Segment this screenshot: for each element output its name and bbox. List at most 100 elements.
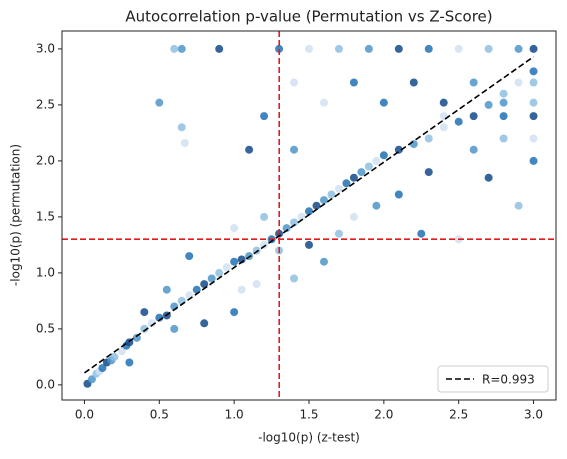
data-point (484, 173, 493, 182)
data-point (529, 156, 538, 165)
data-point (454, 117, 463, 126)
data-point (87, 375, 96, 384)
fit-line (83, 56, 535, 374)
data-point (394, 145, 403, 154)
data-point (98, 364, 107, 373)
data-point (499, 112, 508, 121)
data-point (230, 224, 239, 233)
data-point (469, 112, 478, 121)
data-point (529, 98, 538, 107)
plot-frame (61, 30, 557, 401)
data-point (319, 196, 328, 205)
data-point (305, 207, 313, 216)
data-point (290, 78, 299, 87)
chart-title: Autocorrelation p-value (Permutation vs … (125, 8, 492, 26)
x-tick-label: 0.0 (75, 408, 94, 422)
data-point (409, 78, 418, 87)
x-tick-label: 1.0 (225, 408, 244, 422)
x-tick-label: 2.5 (449, 408, 468, 422)
data-point (237, 285, 246, 294)
data-point (514, 201, 523, 210)
data-point (529, 78, 538, 87)
data-point (379, 151, 388, 160)
data-point (379, 98, 388, 107)
data-point (499, 98, 508, 107)
data-point (334, 229, 343, 238)
data-point (125, 358, 134, 367)
data-point (469, 145, 478, 154)
data-point (342, 179, 351, 188)
data-point (290, 145, 299, 154)
data-point (305, 240, 313, 249)
data-point (424, 44, 433, 53)
data-point (334, 44, 343, 53)
data-point (230, 308, 239, 317)
legend-label: R=0.993 (482, 373, 535, 387)
y-tick-label: 2.5 (36, 97, 55, 111)
data-point (147, 319, 156, 328)
data-point (357, 168, 366, 177)
data-point (305, 44, 313, 53)
y-axis-label: -log10(p) (permutation) (9, 144, 23, 286)
data-point (529, 134, 538, 143)
data-point (200, 319, 209, 328)
data-point (117, 347, 126, 356)
data-point (290, 218, 299, 227)
data-point (319, 98, 328, 107)
data-point (499, 134, 508, 143)
data-point (372, 201, 381, 210)
data-point (215, 44, 224, 53)
data-point (170, 44, 179, 53)
data-point (514, 78, 523, 87)
data-point (252, 280, 261, 289)
data-point (439, 123, 448, 132)
y-tick-label: 3.0 (36, 41, 55, 55)
data-point (177, 123, 186, 132)
data-point (484, 44, 493, 53)
x-axis-label: -log10(p) (z-test) (258, 431, 360, 445)
data-point (215, 268, 224, 277)
data-point (297, 212, 306, 221)
data-point (349, 78, 358, 87)
legend-box (437, 365, 549, 393)
x-tick-label: 0.5 (150, 408, 169, 422)
data-point (424, 168, 433, 177)
data-point (177, 44, 186, 53)
data-point (469, 78, 478, 87)
data-point (424, 134, 433, 143)
data-point (364, 44, 373, 53)
data-point (529, 67, 538, 76)
data-point (185, 252, 194, 261)
data-point (110, 352, 119, 361)
data-point (394, 190, 403, 199)
data-point (454, 44, 463, 53)
data-point (529, 44, 538, 53)
data-point (484, 100, 493, 109)
data-point (439, 98, 448, 107)
x-tick-label: 1.5 (299, 408, 318, 422)
data-point (155, 98, 164, 107)
x-tick-label: 2.0 (374, 408, 393, 422)
data-point (170, 324, 179, 333)
data-point (312, 201, 321, 210)
data-point (499, 89, 508, 98)
data-point (349, 212, 358, 221)
y-tick-label: 1.5 (36, 209, 55, 223)
y-tick-label: 2.0 (36, 153, 55, 167)
x-tick-label: 3.0 (524, 408, 543, 422)
y-tick-label: 1.0 (36, 265, 55, 279)
data-point (260, 212, 269, 221)
data-point (222, 263, 231, 272)
y-tick-label: 0.0 (36, 377, 55, 391)
data-point (162, 285, 171, 294)
data-point (290, 274, 299, 283)
data-point (230, 257, 239, 266)
data-point (417, 229, 426, 238)
data-point (394, 44, 403, 53)
data-point (140, 308, 149, 317)
data-point (200, 280, 209, 289)
data-point (180, 138, 189, 147)
data-point (275, 44, 284, 53)
data-point (364, 162, 373, 171)
